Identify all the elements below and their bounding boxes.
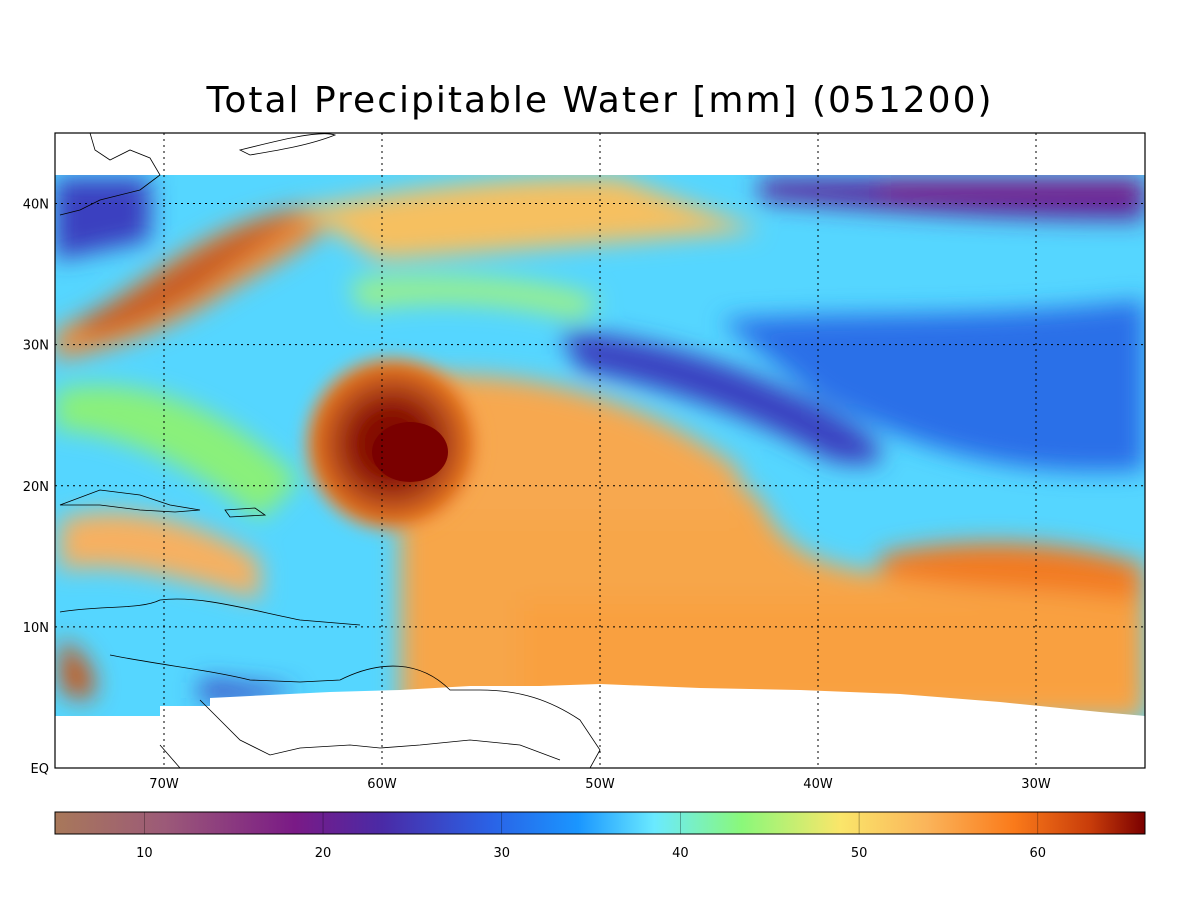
y-tick-label: EQ	[31, 762, 49, 777]
colorbar-tick-label: 40	[672, 846, 689, 861]
y-tick-label: 20N	[23, 480, 49, 495]
map-grid	[55, 133, 1145, 768]
y-tick-label: 40N	[23, 198, 49, 213]
y-tick-label: 30N	[23, 339, 49, 354]
y-tick-label: 10N	[23, 621, 49, 636]
map-title: Total Precipitable Water [mm] (051200)	[206, 80, 994, 121]
coastlines	[59, 132, 601, 769]
x-tick-label: 50W	[585, 777, 615, 792]
colorbar-tick-label: 20	[315, 846, 332, 861]
tpw-field	[55, 175, 1145, 768]
colorbar-tick-label: 30	[493, 846, 510, 861]
x-tick-label: 70W	[149, 777, 179, 792]
colorbar-tick-label: 50	[851, 846, 868, 861]
colorbar-ticks: 10 20 30 40 50 60	[136, 812, 1046, 861]
colorbar	[54, 811, 1146, 835]
colorbar-tick-label: 60	[1030, 846, 1047, 861]
x-axis-ticks: 70W 60W 50W 40W 30W	[149, 777, 1051, 792]
y-axis-ticks: EQ 10N 20N 30N 40N	[23, 198, 49, 777]
x-tick-label: 30W	[1021, 777, 1051, 792]
colorbar-tick-label: 10	[136, 846, 153, 861]
x-tick-label: 40W	[803, 777, 833, 792]
x-tick-label: 60W	[367, 777, 397, 792]
map-frame	[54, 132, 1146, 769]
